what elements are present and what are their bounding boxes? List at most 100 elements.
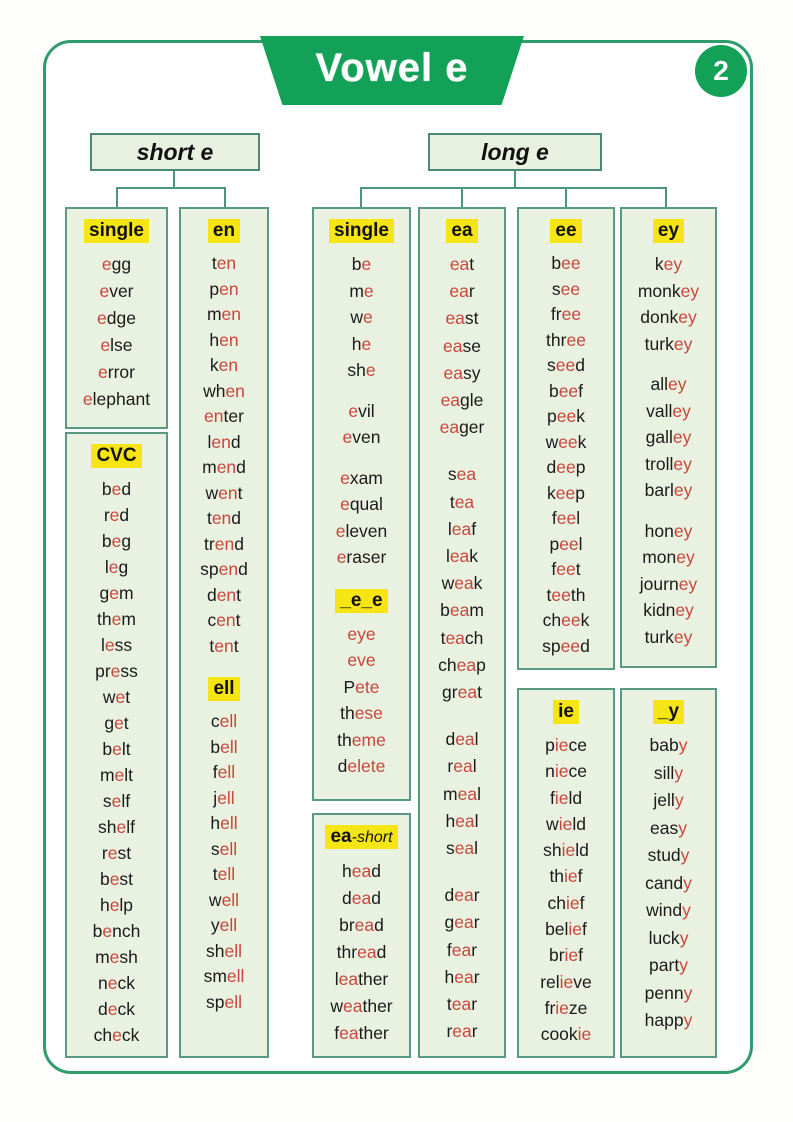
word: eye: [347, 623, 376, 644]
tree-connector: [514, 169, 516, 188]
word: teach: [440, 627, 484, 648]
word: neck: [98, 973, 135, 993]
word: chief: [547, 892, 585, 913]
word: Pete: [343, 676, 380, 697]
word: melt: [99, 765, 134, 785]
section-header: ea-short: [314, 825, 409, 850]
title-banner: Vowel e: [260, 36, 524, 105]
word: she: [347, 360, 376, 380]
word-gap: [314, 384, 409, 398]
word: me: [349, 280, 374, 301]
tree-connector: [173, 169, 175, 188]
tree-connector: [461, 187, 463, 207]
word-box: CVC bed red beg leg gem them less press wet get bel…: [65, 432, 168, 1058]
word: we: [350, 307, 373, 327]
word-gap: [622, 504, 715, 518]
word-gap: [314, 451, 409, 465]
word: spell: [206, 991, 242, 1012]
word: else: [100, 335, 133, 355]
word: silly: [653, 762, 684, 783]
word: bread: [339, 915, 384, 935]
word: party: [649, 955, 688, 975]
word-box: ea eat ear east ease easy eagle eager sea tea leaf…: [418, 207, 506, 1058]
section-header: ee: [519, 219, 613, 243]
word: leak: [445, 546, 479, 567]
word: turkey: [644, 626, 693, 647]
word: ease: [443, 335, 481, 356]
word-gap: [420, 441, 504, 461]
word: three: [546, 329, 586, 350]
word: bench: [92, 921, 141, 941]
word-box: ee bee see free three seed beef peek week deep kee…: [517, 207, 615, 670]
word: press: [95, 661, 138, 681]
word: sell: [210, 838, 238, 859]
word: speed: [542, 635, 590, 656]
word: key: [654, 254, 683, 274]
word: trolley: [645, 453, 692, 474]
word: real: [447, 756, 477, 777]
word: meal: [443, 783, 481, 804]
word: tend: [206, 508, 242, 528]
word-gap: [622, 357, 715, 371]
word-box: en ten pen men hen ken when enter lend mend went te…: [179, 207, 269, 1058]
word-box: _y baby silly jelly easy study candy windy lucky…: [620, 688, 717, 1058]
word: eleven: [335, 520, 388, 541]
word: kidney: [643, 600, 694, 620]
word: pen: [209, 278, 239, 299]
word: journey: [639, 573, 698, 594]
word-box: single egg ever edge else error elephant: [65, 207, 168, 429]
word: bee: [551, 253, 581, 273]
word: mesh: [95, 947, 138, 967]
word: beef: [548, 380, 584, 401]
word: week: [545, 431, 587, 452]
tree-connector: [116, 187, 226, 189]
word: be: [351, 254, 372, 274]
word: money: [642, 547, 695, 567]
word: fell: [212, 762, 236, 782]
word: wield: [546, 813, 586, 834]
word: tea: [449, 491, 475, 512]
word: deck: [98, 999, 135, 1019]
page-title: Vowel e: [315, 46, 469, 90]
word: dent: [206, 584, 242, 605]
word: cent: [207, 610, 241, 630]
word: went: [205, 482, 243, 503]
tree-connector: [224, 187, 226, 207]
tree-connector: [360, 187, 362, 207]
word: them: [97, 609, 136, 629]
word: cheap: [438, 654, 486, 675]
word: east: [445, 308, 479, 329]
word: baby: [649, 735, 688, 755]
page-number-badge: 2: [695, 45, 747, 97]
word-box: ey key monkey donkey turkey alley valley galley…: [620, 207, 717, 668]
section-header: en: [181, 219, 267, 243]
word: leg: [104, 557, 129, 577]
word: leaf: [447, 518, 477, 539]
word: dear: [444, 885, 480, 906]
word: see: [551, 278, 581, 299]
word: eraser: [336, 547, 387, 567]
word: study: [647, 845, 690, 865]
word: check: [93, 1025, 140, 1045]
word: edge: [97, 308, 136, 328]
word: piece: [545, 735, 587, 755]
section-header: _e_e: [314, 588, 409, 613]
word: egg: [101, 254, 132, 274]
word: elephant: [82, 389, 151, 409]
word: deep: [546, 457, 586, 477]
word: feel: [551, 508, 581, 528]
word: bell: [210, 736, 238, 757]
word: get: [104, 713, 129, 733]
word: turkey: [644, 333, 693, 354]
word: monkey: [637, 280, 700, 301]
word: cheek: [542, 610, 590, 630]
word: relieve: [540, 971, 592, 992]
word: jell: [213, 787, 235, 808]
word: feather: [334, 1023, 389, 1043]
word: delete: [337, 756, 386, 776]
tree-connector: [360, 187, 667, 189]
word: great: [442, 682, 482, 703]
word: thief: [549, 866, 583, 887]
word: eagle: [440, 390, 484, 411]
word: when: [203, 380, 245, 401]
